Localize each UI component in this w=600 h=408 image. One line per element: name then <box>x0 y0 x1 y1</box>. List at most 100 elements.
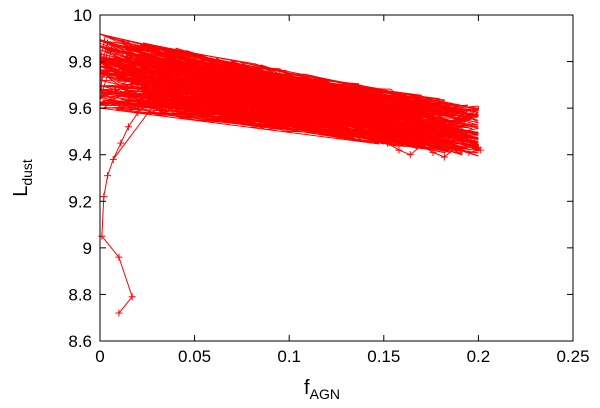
data-point <box>395 146 403 154</box>
x-axis-label: fAGN <box>304 377 340 402</box>
trace-segment <box>160 99 250 104</box>
trace-segment <box>252 125 279 128</box>
trace-segment <box>212 77 215 101</box>
y-tick-label: 9.6 <box>68 99 92 118</box>
trace-segment <box>312 112 436 136</box>
data-point <box>117 139 125 147</box>
y-axis-label-main: L <box>10 186 32 197</box>
trace-segment <box>260 64 479 140</box>
trace-segment <box>391 145 469 150</box>
y-tick-label: 9.8 <box>68 53 92 72</box>
trace-segment <box>228 86 328 119</box>
trace-segment <box>177 70 340 119</box>
data-point <box>124 123 132 131</box>
trace-segment <box>354 116 377 126</box>
plot-frame <box>99 14 574 342</box>
y-tick-label: 9.4 <box>68 146 92 165</box>
x-tick-label: 0.05 <box>178 347 211 366</box>
trace-segment <box>364 136 479 142</box>
data-point <box>440 153 448 161</box>
trace-segment <box>364 129 436 137</box>
trace-segment <box>99 45 406 128</box>
trace-segment <box>277 86 365 88</box>
trace-segment <box>99 35 106 62</box>
trace-segment <box>112 85 227 105</box>
x-tick-label: 0.25 <box>556 347 589 366</box>
y-axis-label-sub: dust <box>19 159 35 186</box>
x-tick-label: 0.15 <box>367 347 400 366</box>
trace-segment <box>113 62 142 71</box>
data-point <box>104 172 112 180</box>
trace-segment <box>99 85 157 88</box>
axis-ticks: 0 0.05 0.1 0.15 0.2 0.25 8.6 8.8 9 9.2 9.4 9.6 9.8 10 <box>68 6 589 366</box>
trace-segment <box>99 60 188 106</box>
trace-segment <box>362 94 388 109</box>
y-tick-label: 9 <box>83 239 92 258</box>
trace-segment <box>140 94 171 98</box>
trace-segment <box>405 99 437 137</box>
x-axis-label-sub: AGN <box>310 386 340 402</box>
trace-segment <box>302 111 316 118</box>
trace-segment <box>287 120 360 133</box>
trace-segment <box>117 61 171 109</box>
trace-segment <box>261 73 274 82</box>
x-tick-label: 0.1 <box>277 347 301 366</box>
trace-segment <box>178 70 328 88</box>
data-point <box>406 151 414 159</box>
trace-segment <box>325 112 479 142</box>
trace-segment <box>99 39 123 45</box>
data-point <box>115 309 123 317</box>
trace-segment <box>99 57 257 126</box>
trace-segment <box>453 129 479 135</box>
trace-segment <box>102 57 215 62</box>
trace-segment <box>400 118 419 140</box>
data-point <box>128 293 136 301</box>
trace-segment <box>210 63 414 116</box>
trace-segment <box>99 45 215 101</box>
y-tick-label: 10 <box>73 6 92 25</box>
trace-segment <box>364 136 392 147</box>
trace-segment <box>101 68 131 78</box>
trace-segment <box>99 80 194 87</box>
trace-segment <box>380 91 399 114</box>
trace-segment <box>326 94 363 131</box>
trace-segment <box>100 62 160 98</box>
y-axis-label: Ldust <box>10 159 35 197</box>
trace-segment <box>216 57 328 131</box>
trace-segment <box>140 44 365 88</box>
trace-segment <box>216 57 228 91</box>
trace-segment <box>123 86 280 106</box>
trace-segment <box>99 62 214 123</box>
trace-segment <box>405 98 466 122</box>
trace-segment <box>207 66 371 106</box>
y-tick-label: 8.8 <box>68 285 92 304</box>
trace-segment <box>140 71 387 109</box>
trace-segment <box>375 124 422 150</box>
trace-segment <box>180 107 412 145</box>
x-axis-label-main: f <box>304 377 310 399</box>
trace-segment <box>99 57 141 73</box>
data-point <box>115 253 123 261</box>
trace-segment <box>116 56 183 66</box>
x-tick-label: 0.2 <box>467 347 491 366</box>
trace-segment <box>312 75 365 131</box>
trace-segment <box>228 117 466 122</box>
chart-marks <box>98 33 484 317</box>
trace-segment <box>411 133 479 145</box>
trace-segment <box>150 112 257 126</box>
x-tick-label: 0 <box>95 347 104 366</box>
trace-segment <box>193 86 250 101</box>
trace-segment <box>180 107 479 112</box>
trace-segment <box>135 84 183 120</box>
trace-segment <box>105 34 479 121</box>
trace-segment <box>377 97 433 135</box>
data-point <box>100 193 108 201</box>
dense-trace-cloud <box>99 33 479 160</box>
trace-segment <box>339 112 382 119</box>
trace-segment <box>99 107 379 145</box>
trace-segment <box>150 76 214 114</box>
trace-segment <box>210 80 284 125</box>
y-tick-label: 8.6 <box>68 332 92 351</box>
trace-segment <box>113 69 402 120</box>
